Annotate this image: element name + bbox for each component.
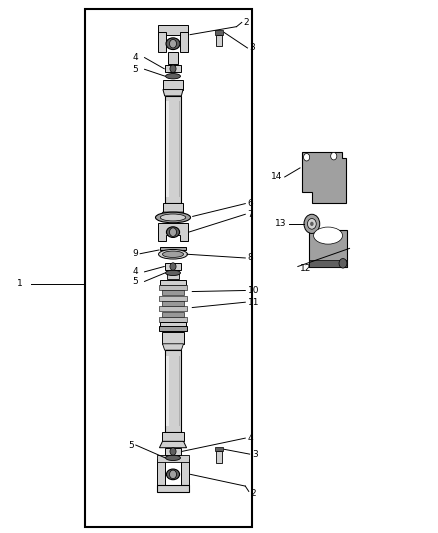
Text: 4: 4: [247, 434, 253, 442]
Text: 1: 1: [17, 279, 23, 288]
Bar: [157, 459, 165, 486]
Text: 5: 5: [128, 441, 134, 449]
Circle shape: [170, 39, 177, 48]
Text: 2: 2: [244, 18, 249, 27]
Circle shape: [170, 448, 176, 455]
Bar: [216, 35, 222, 46]
Bar: [165, 350, 181, 432]
Circle shape: [170, 65, 176, 72]
Bar: [163, 203, 183, 212]
Bar: [160, 280, 186, 285]
Bar: [165, 65, 181, 72]
Ellipse shape: [162, 251, 184, 257]
Text: 13: 13: [276, 220, 287, 228]
Bar: [181, 459, 189, 486]
Circle shape: [170, 263, 176, 270]
Text: 4: 4: [132, 53, 138, 62]
Bar: [162, 290, 184, 295]
Bar: [162, 312, 184, 317]
Bar: [162, 301, 184, 306]
Bar: [159, 306, 187, 311]
Bar: [309, 260, 347, 266]
Text: 3: 3: [250, 44, 255, 52]
Bar: [165, 448, 181, 455]
Bar: [309, 230, 347, 266]
Bar: [216, 451, 222, 463]
Text: 6: 6: [247, 199, 253, 208]
Bar: [158, 32, 166, 52]
Circle shape: [304, 214, 320, 233]
Ellipse shape: [155, 212, 191, 223]
Bar: [165, 96, 181, 203]
Circle shape: [339, 259, 347, 268]
Bar: [158, 25, 188, 35]
Bar: [179, 356, 180, 426]
Bar: [166, 356, 169, 426]
Bar: [162, 332, 184, 344]
Ellipse shape: [166, 455, 180, 461]
Text: 8: 8: [247, 254, 253, 262]
Bar: [215, 447, 223, 451]
Bar: [160, 322, 186, 327]
Bar: [159, 317, 187, 322]
Text: 9: 9: [132, 249, 138, 258]
Bar: [162, 432, 184, 441]
Bar: [167, 273, 179, 279]
Ellipse shape: [166, 469, 180, 480]
Bar: [157, 485, 189, 492]
Bar: [165, 263, 181, 270]
Polygon shape: [159, 212, 187, 217]
Circle shape: [170, 470, 177, 479]
Text: 2: 2: [251, 489, 256, 497]
Polygon shape: [158, 223, 188, 241]
Bar: [180, 32, 188, 52]
Ellipse shape: [314, 227, 343, 244]
Bar: [159, 296, 187, 301]
Text: 10: 10: [247, 286, 259, 295]
Bar: [159, 285, 187, 290]
Bar: [85, 9, 252, 527]
Circle shape: [170, 228, 177, 237]
Ellipse shape: [166, 227, 180, 238]
Bar: [166, 101, 169, 197]
Circle shape: [304, 154, 310, 161]
Ellipse shape: [166, 38, 180, 50]
Bar: [163, 80, 183, 90]
Bar: [179, 101, 180, 197]
Text: 3: 3: [252, 450, 258, 458]
Text: 11: 11: [247, 298, 259, 306]
Circle shape: [307, 219, 316, 229]
Circle shape: [310, 222, 314, 226]
Ellipse shape: [159, 249, 187, 259]
Bar: [157, 455, 189, 462]
Text: 12: 12: [300, 264, 311, 272]
Text: 5: 5: [132, 277, 138, 286]
Text: 5: 5: [132, 65, 138, 74]
Ellipse shape: [160, 214, 186, 221]
Polygon shape: [163, 90, 183, 96]
Circle shape: [331, 152, 337, 160]
Bar: [168, 52, 178, 64]
Bar: [160, 247, 186, 250]
Ellipse shape: [166, 270, 180, 276]
Polygon shape: [159, 441, 187, 448]
Bar: [159, 326, 187, 331]
Bar: [215, 30, 223, 35]
Ellipse shape: [166, 74, 180, 79]
Text: 7: 7: [247, 210, 253, 219]
Polygon shape: [302, 152, 346, 203]
Polygon shape: [162, 344, 184, 350]
Text: 14: 14: [271, 173, 283, 181]
Text: 4: 4: [132, 268, 138, 276]
